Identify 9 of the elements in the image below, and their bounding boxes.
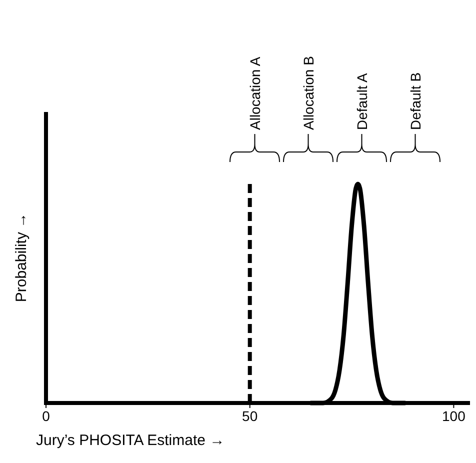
text: Allocation B — [300, 56, 316, 130]
x-tick-label: 100 — [442, 408, 466, 424]
text: Allocation A — [246, 56, 263, 130]
x-tick-label: 50 — [242, 408, 258, 424]
x-tick-label: 0 — [42, 408, 50, 424]
y-axis-title: Probability → — [13, 212, 30, 302]
x-axis-title: Jury’s PHOSITA Estimate → — [36, 432, 225, 449]
text: Default A — [354, 72, 370, 130]
text: Default B — [407, 72, 424, 130]
